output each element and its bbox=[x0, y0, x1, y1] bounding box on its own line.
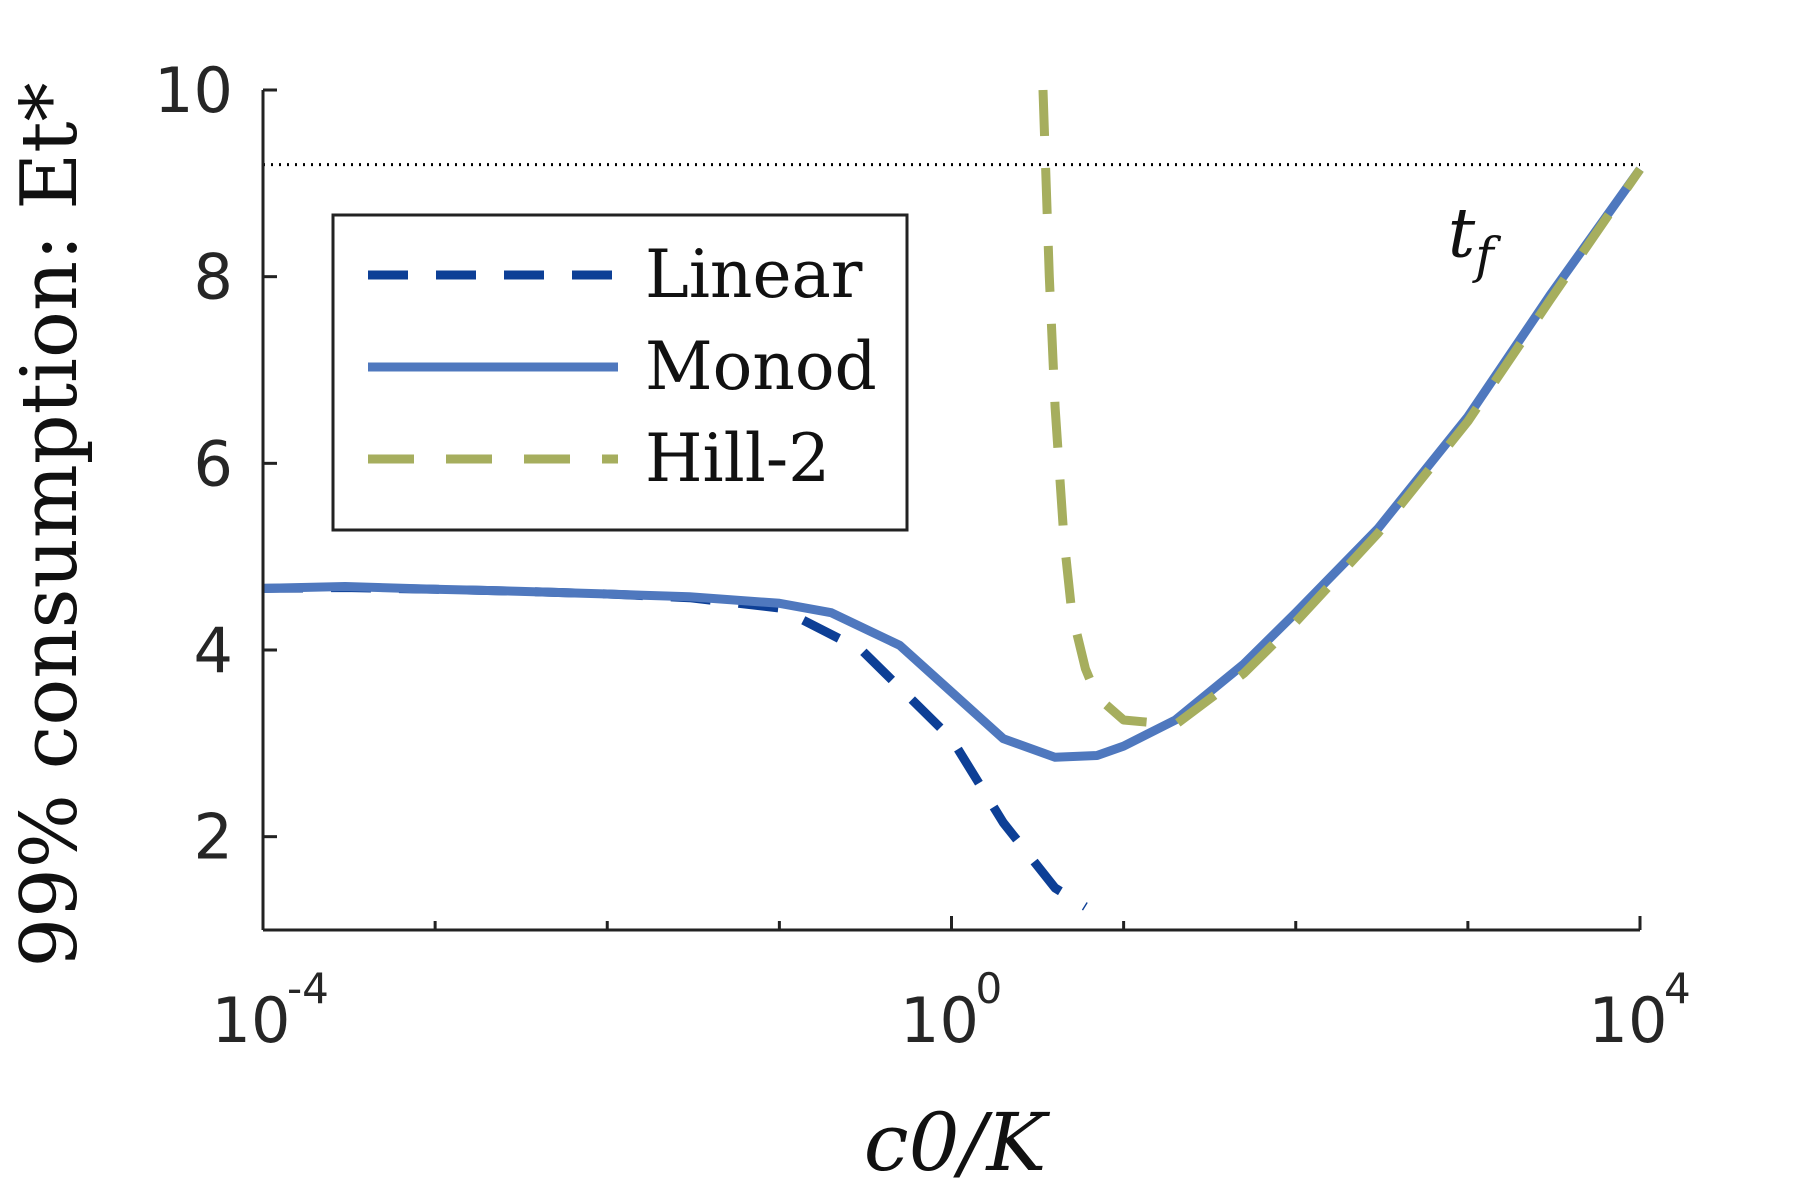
series-line-linear bbox=[262, 583, 1088, 911]
y-tick-label: 10 bbox=[154, 54, 233, 127]
legend-box bbox=[331, 213, 909, 532]
plot-series bbox=[262, 89, 1644, 911]
reference-line-label: tf bbox=[1448, 195, 1501, 285]
y-tick-label: 2 bbox=[194, 801, 233, 874]
y-tick-label: 4 bbox=[194, 614, 233, 687]
x-axis-label: c0/K bbox=[864, 1096, 1051, 1189]
x-tick-label: 10 bbox=[1589, 984, 1668, 1057]
x-axis-ticks: 10-4 100 104 bbox=[212, 916, 1691, 1057]
x-tick-label: 10 bbox=[212, 984, 291, 1057]
legend: Linear Monod Hill-2 bbox=[331, 213, 909, 532]
x-tick-exponent: 0 bbox=[976, 964, 1003, 1013]
legend-label: Monod bbox=[645, 328, 877, 405]
x-tick-exponent: 4 bbox=[1664, 964, 1691, 1013]
y-axis-label: 99% consumption: Et* bbox=[5, 82, 95, 967]
legend-items: Linear Monod Hill-2 bbox=[368, 236, 877, 497]
legend-label: Hill-2 bbox=[645, 420, 830, 497]
x-tick-exponent: -4 bbox=[287, 964, 329, 1013]
y-tick-label: 8 bbox=[194, 241, 233, 314]
legend-label: Linear bbox=[645, 236, 863, 313]
y-axis-ticks: 2 4 6 8 10 bbox=[154, 54, 277, 874]
y-tick-label: 6 bbox=[194, 427, 233, 500]
x-tick-label: 10 bbox=[900, 984, 979, 1057]
series-line-hill-2 bbox=[1038, 89, 1644, 730]
